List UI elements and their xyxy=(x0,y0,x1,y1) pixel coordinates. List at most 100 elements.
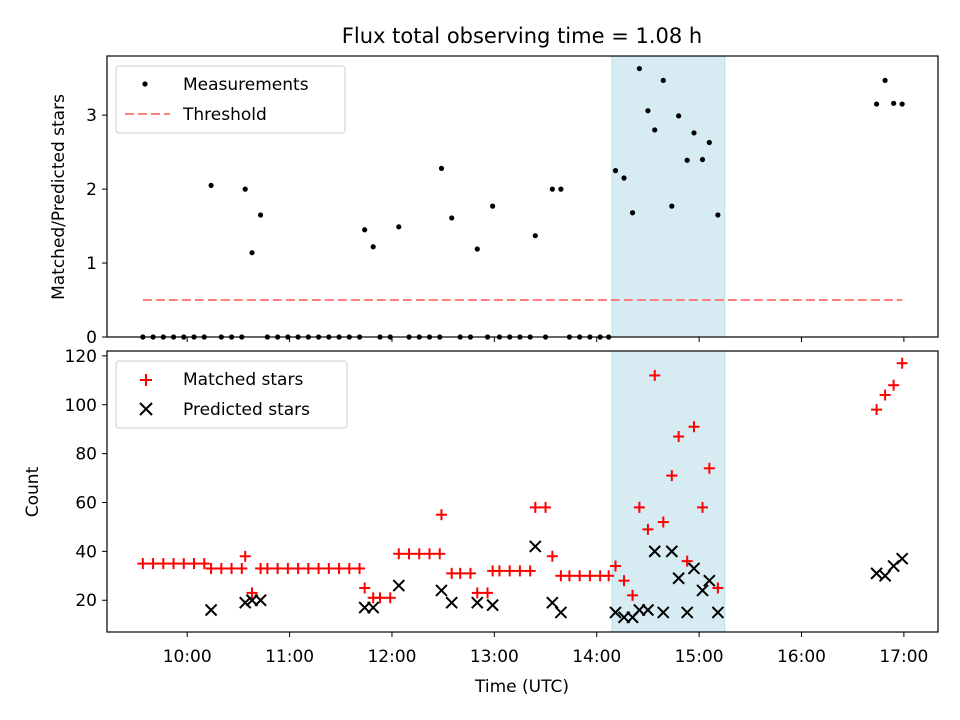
predicted-star-point xyxy=(687,562,701,575)
legend-threshold-label: Threshold xyxy=(182,105,267,125)
measurement-point xyxy=(645,108,651,114)
measurement-point xyxy=(684,157,690,163)
measurement-point xyxy=(370,244,376,250)
bottom-y-ticks: 20 40 60 80 100 120 xyxy=(65,347,107,611)
measurement-point xyxy=(396,224,402,230)
top-axes-frame xyxy=(106,55,939,338)
predicted-star-point xyxy=(554,606,568,619)
predicted-x-b xyxy=(392,579,405,592)
measurement-point xyxy=(652,127,658,133)
matched-star-point xyxy=(871,404,883,416)
top-legend-box xyxy=(115,65,346,134)
matched-star-point xyxy=(292,562,304,574)
predicted-x-b xyxy=(546,596,559,609)
matched-star-point xyxy=(282,562,294,574)
matched-star-point xyxy=(627,589,639,601)
matched-star-point xyxy=(188,558,200,570)
bottom-axes: 20 40 60 80 100 120 10:00 11:00 12:00 13:00 14:00… xyxy=(23,347,939,697)
predicted-star-point xyxy=(204,603,218,617)
matched-star-point xyxy=(493,565,505,577)
x-tick-label: 14:00 xyxy=(572,647,621,667)
predicted-x-b xyxy=(680,606,694,619)
matched-star-point xyxy=(168,558,180,570)
predicted-star-point xyxy=(648,545,661,558)
bottom-x-ticks: 10:00 11:00 12:00 13:00 14:00 15:00 16:00 17:00 xyxy=(163,632,928,667)
measurement-point xyxy=(549,186,555,192)
matched-star-point xyxy=(471,587,483,599)
top-y-tick-label: 2 xyxy=(86,180,97,200)
predicted-x-b xyxy=(703,574,716,587)
matched-star-point xyxy=(482,587,494,599)
measurement-point xyxy=(490,203,496,209)
matched-star-point xyxy=(540,501,552,513)
x-axis-label: Time (UTC) xyxy=(474,677,569,697)
matched-star-point xyxy=(633,501,645,513)
predicted-x-b xyxy=(665,545,679,558)
matched-star-point xyxy=(879,389,891,401)
matched-star-point xyxy=(454,567,466,579)
predicted-star-point xyxy=(711,606,725,619)
measurement-point xyxy=(438,165,445,171)
chart-title: Flux total observing time = 1.08 h xyxy=(342,24,702,48)
matched-star-point xyxy=(272,562,284,574)
bottom-legend: Matched stars Predicted stars xyxy=(115,360,348,429)
predicted-star-point xyxy=(366,601,380,614)
top-axes: 0 1 2 3 Matched/Predicted stars Measurement… xyxy=(49,55,939,348)
measurement-point xyxy=(882,77,888,84)
matched-star-point xyxy=(649,369,661,381)
bottom-y-axis-label: Count xyxy=(23,466,43,517)
legend-matched-label: Matched stars xyxy=(183,370,303,390)
matched-star-point xyxy=(712,582,724,594)
x-tick-label: 16:00 xyxy=(777,647,826,667)
matched-star-point xyxy=(239,550,251,562)
predicted-x-b xyxy=(486,598,499,612)
predicted-star-point xyxy=(239,596,252,609)
top-y-tick-label: 0 xyxy=(86,328,97,348)
predicted-star-point xyxy=(486,598,499,612)
matched-star-point xyxy=(359,582,371,594)
x-tick-label: 12:00 xyxy=(367,647,416,667)
predicted-x-b xyxy=(696,584,709,597)
matched-star-point xyxy=(657,516,669,528)
predicted-x-b xyxy=(657,606,670,619)
matched-star-point xyxy=(302,562,314,574)
predicted-x-b xyxy=(687,562,701,575)
matched-star-point xyxy=(384,592,396,604)
measurement-point xyxy=(676,113,682,119)
measurement-point xyxy=(715,212,721,218)
measurement-point xyxy=(899,101,905,107)
bottom-y-tick-label: 20 xyxy=(75,591,97,611)
matched-star-point xyxy=(403,548,415,560)
matched-star-point xyxy=(435,509,447,521)
predicted-x-b xyxy=(672,572,685,585)
predicted-x-b xyxy=(554,606,568,619)
measurement-point xyxy=(257,212,264,218)
measurement-point xyxy=(699,156,706,163)
matched-star-point xyxy=(236,562,248,574)
predicted-x-b xyxy=(366,601,380,614)
x-tick-label: 10:00 xyxy=(163,647,212,667)
predicted-star-point xyxy=(665,545,679,558)
measurement-point xyxy=(621,175,627,181)
predicted-star-point xyxy=(471,596,484,609)
predicted-x-b xyxy=(471,596,484,609)
matched-star-point xyxy=(642,523,654,535)
matched-star-point xyxy=(434,548,446,560)
matched-star-point xyxy=(888,379,900,391)
measurement-point xyxy=(558,186,564,192)
matched-star-point xyxy=(393,548,405,560)
matched-star-point xyxy=(703,462,715,474)
matched-star-point xyxy=(584,570,596,582)
predicted-x-b xyxy=(239,596,252,609)
matched-star-point xyxy=(333,562,345,574)
predicted-x-b xyxy=(435,584,448,597)
measurement-point xyxy=(891,100,897,106)
bottom-axes-frame xyxy=(106,350,939,633)
matched-star-point xyxy=(504,565,516,577)
matched-star-point xyxy=(896,357,908,369)
predicted-star-point xyxy=(657,606,670,619)
predicted-star-point xyxy=(529,540,542,553)
matched-star-point xyxy=(529,501,541,513)
matched-star-point xyxy=(546,550,558,562)
predicted-star-point xyxy=(895,552,909,565)
